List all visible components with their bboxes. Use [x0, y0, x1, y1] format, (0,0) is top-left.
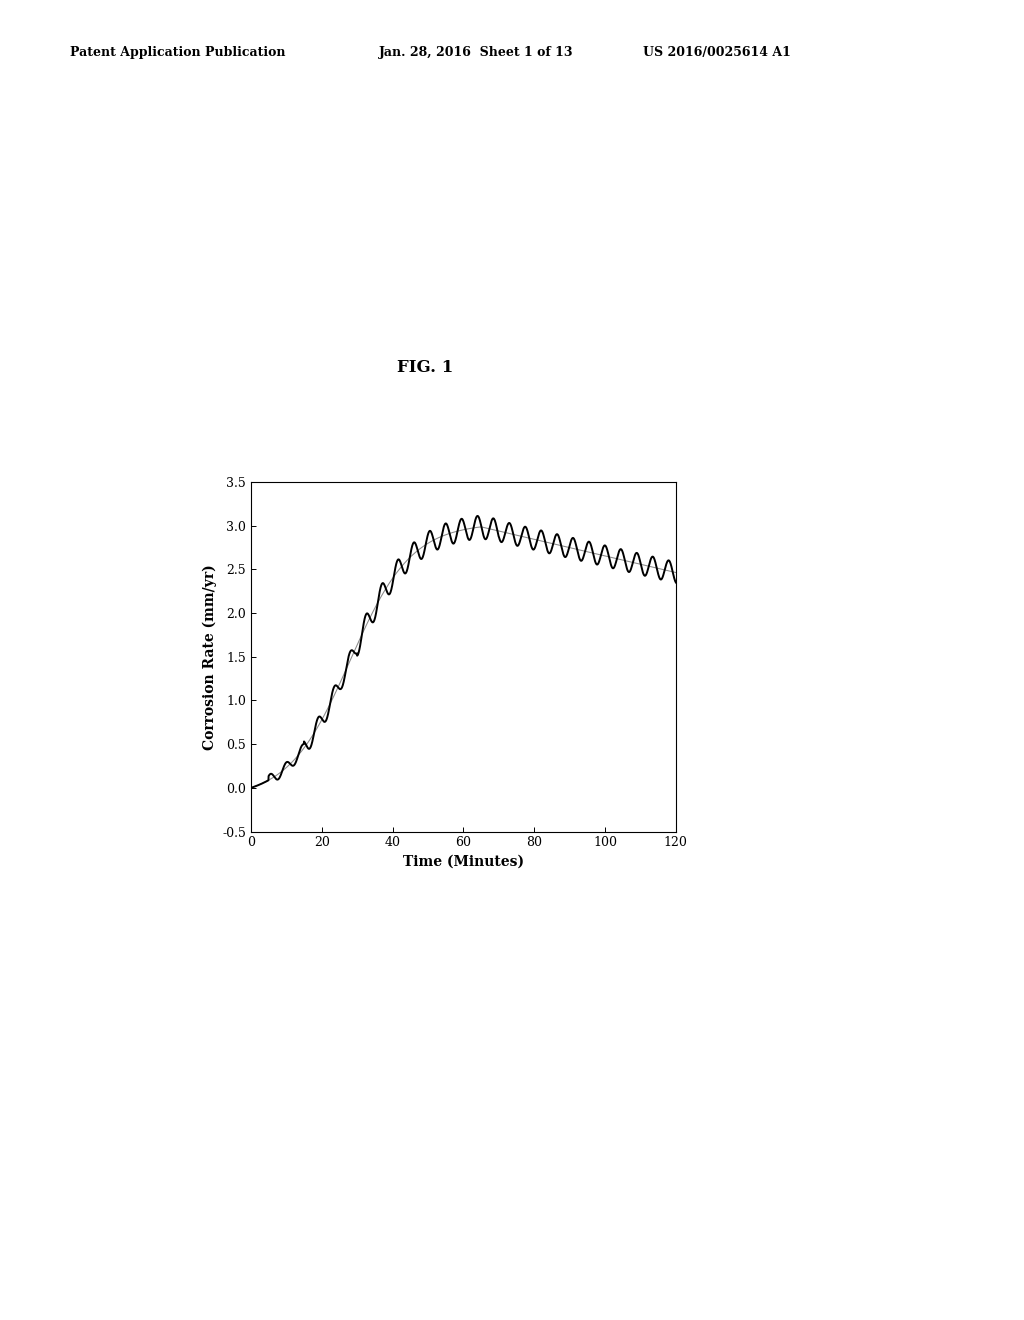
Text: Patent Application Publication: Patent Application Publication [70, 46, 285, 59]
Text: US 2016/0025614 A1: US 2016/0025614 A1 [643, 46, 791, 59]
Text: FIG. 1: FIG. 1 [397, 359, 453, 376]
X-axis label: Time (Minutes): Time (Minutes) [402, 855, 524, 869]
Y-axis label: Corrosion Rate (mm/yr): Corrosion Rate (mm/yr) [202, 564, 217, 750]
Text: Jan. 28, 2016  Sheet 1 of 13: Jan. 28, 2016 Sheet 1 of 13 [379, 46, 573, 59]
